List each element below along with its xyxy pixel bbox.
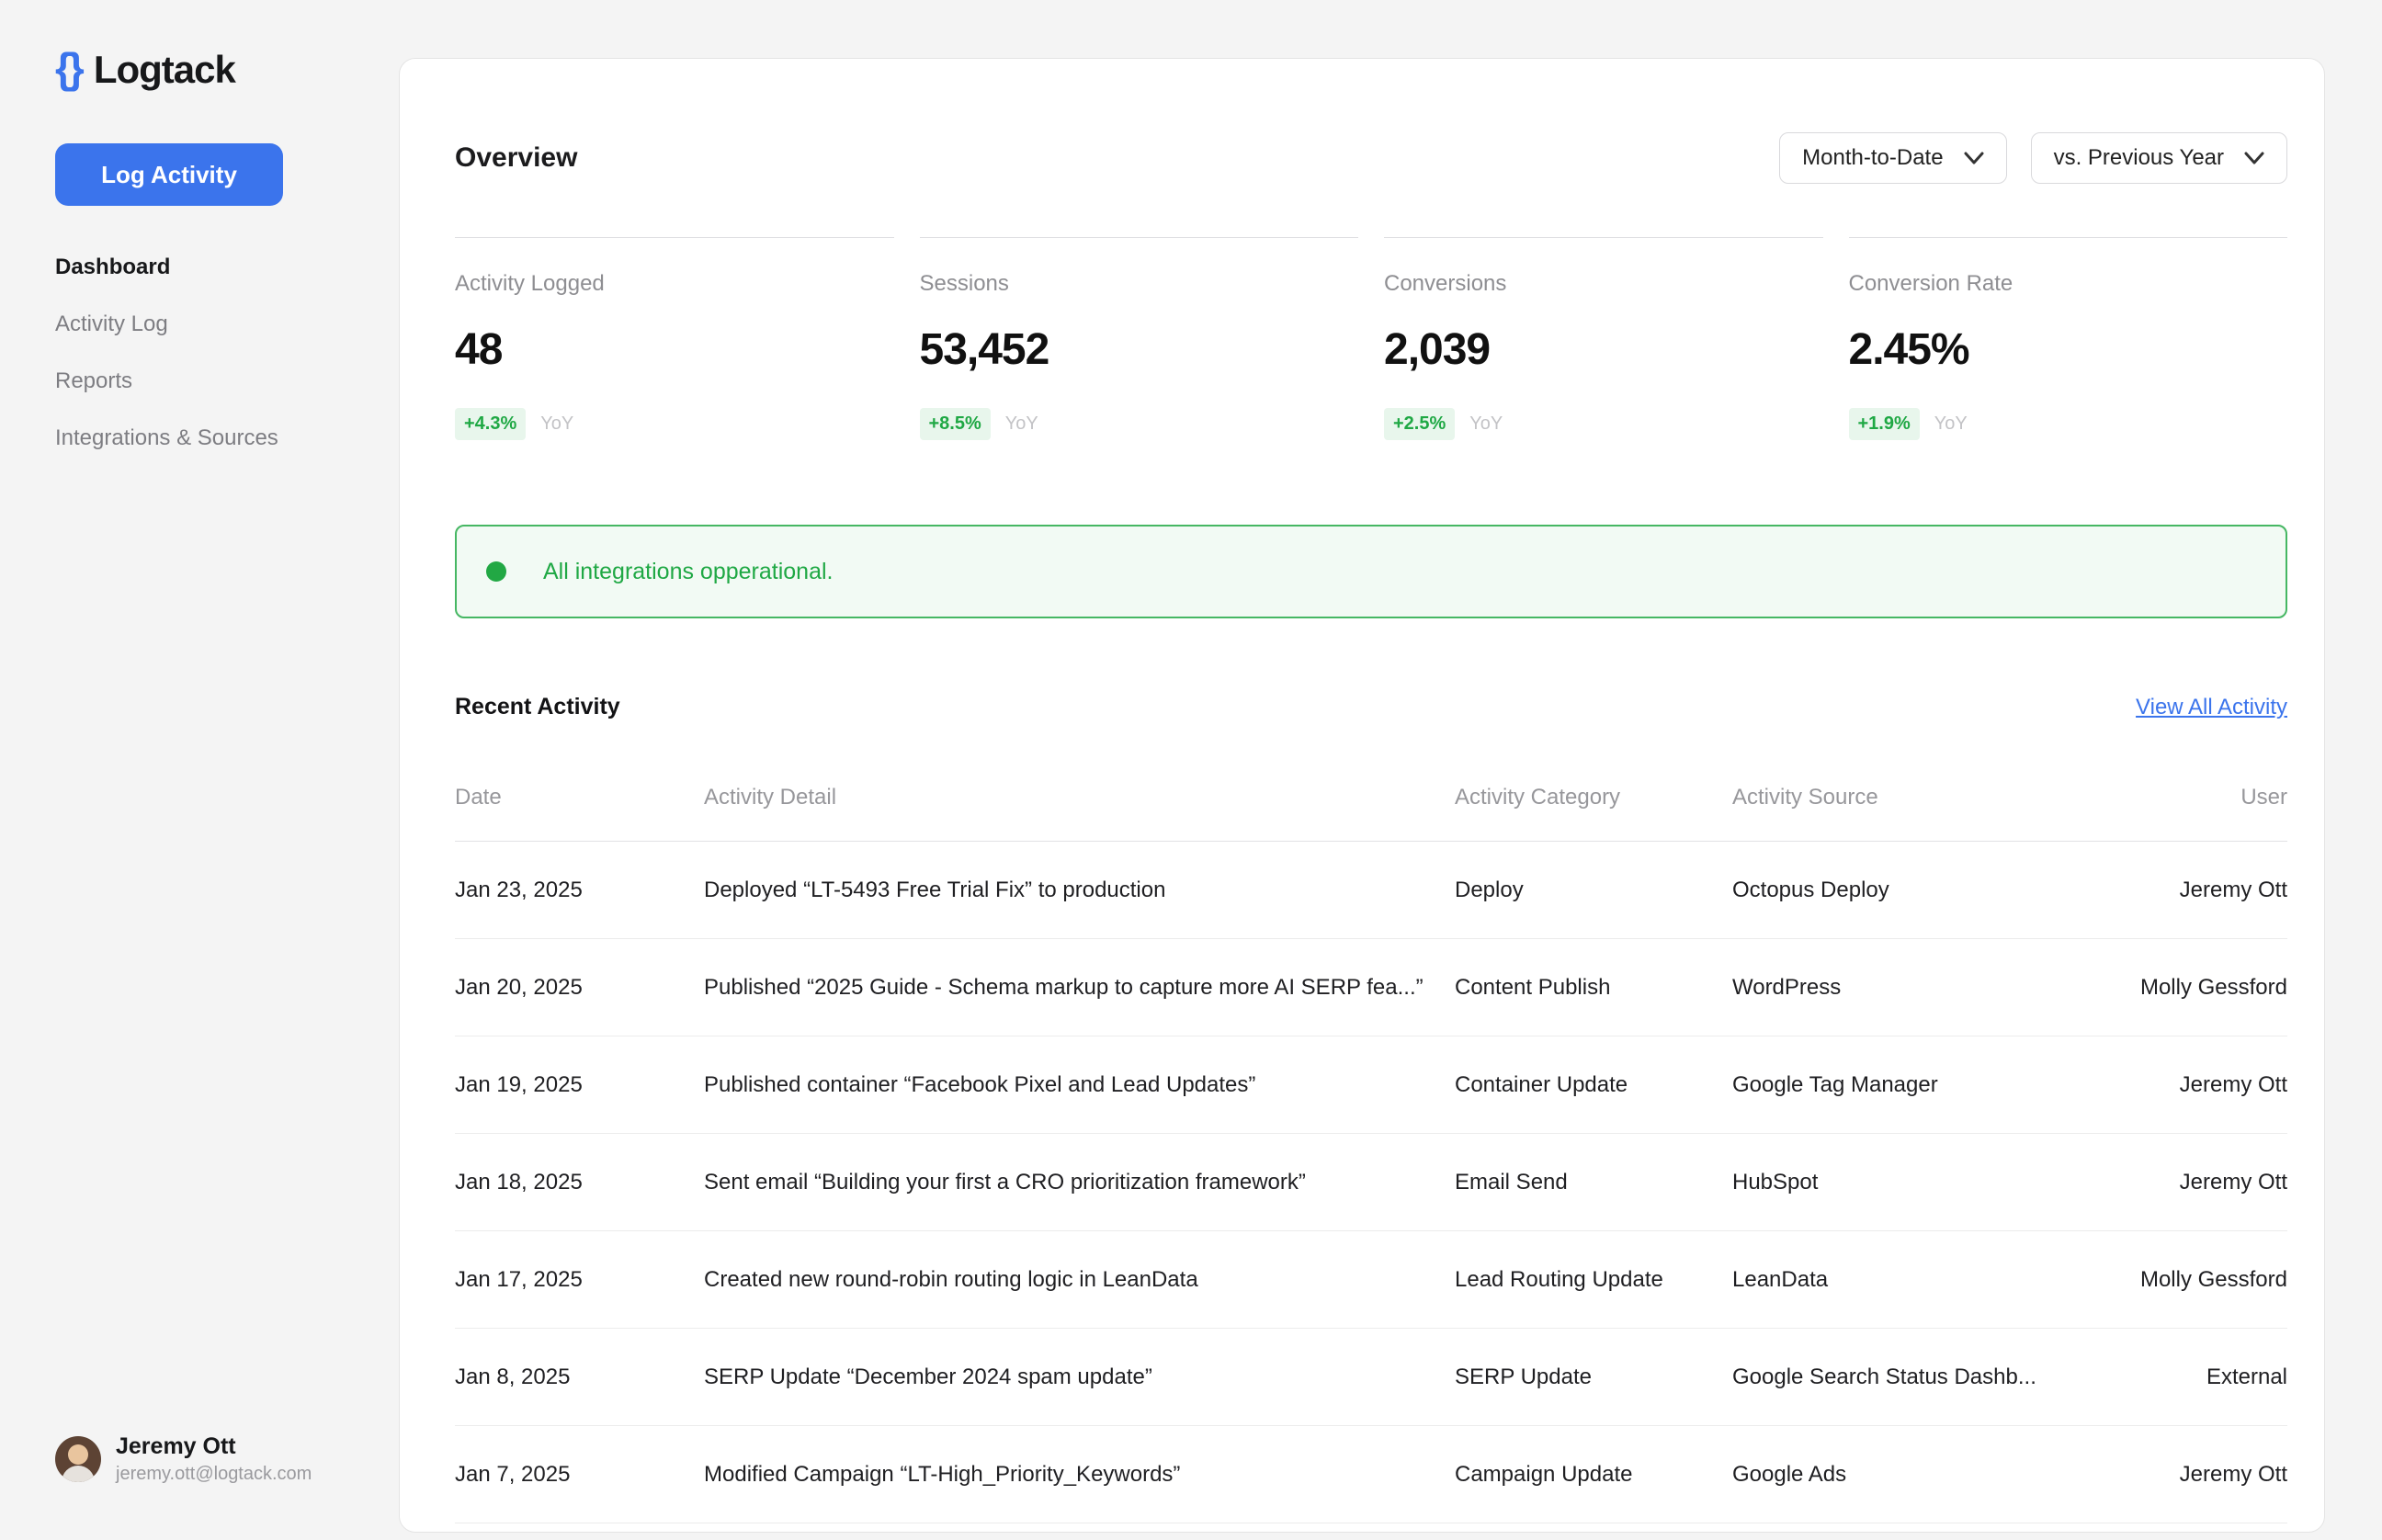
recent-activity-title: Recent Activity bbox=[455, 694, 620, 719]
kpi-sessions: Sessions 53,452 +8.5% YoY bbox=[919, 237, 1358, 440]
col-header-date: Date bbox=[455, 784, 502, 810]
cell-user: Jeremy Ott bbox=[2179, 1071, 2287, 1097]
status-dot-icon bbox=[486, 561, 506, 582]
kpi-value: 48 bbox=[455, 325, 503, 374]
cell-user: Jeremy Ott bbox=[2179, 1169, 2287, 1195]
cell-user: Jeremy Ott bbox=[2179, 877, 2287, 902]
status-text: All integrations opperational. bbox=[543, 558, 834, 584]
logo-text: Logtack bbox=[93, 48, 236, 91]
cell-date: Jan 19, 2025 bbox=[455, 1071, 583, 1097]
col-header-user: User bbox=[2240, 784, 2287, 810]
log-activity-button[interactable]: Log Activity bbox=[55, 143, 283, 206]
kpi-label: Sessions bbox=[919, 271, 1009, 296]
kpi-period: YoY bbox=[1934, 413, 1968, 434]
chevron-down-icon bbox=[1964, 152, 1984, 164]
kpi-conversions: Conversions 2,039 +2.5% YoY bbox=[1384, 237, 1823, 440]
table-row[interactable]: Jan 20, 2025 Published “2025 Guide - Sch… bbox=[455, 939, 2287, 1036]
cell-activity-source: HubSpot bbox=[1732, 1169, 1819, 1195]
cell-activity-category: Email Send bbox=[1455, 1169, 1568, 1195]
cell-activity-category: Deploy bbox=[1455, 877, 1524, 902]
cell-activity-detail: Modified Campaign “LT-High_Priority_Keyw… bbox=[704, 1461, 1181, 1487]
avatar bbox=[55, 1436, 101, 1482]
braces-logo-icon: {} bbox=[55, 44, 85, 92]
cell-activity-category: Container Update bbox=[1455, 1071, 1628, 1097]
table-row[interactable]: Jan 17, 2025 Created new round-robin rou… bbox=[455, 1231, 2287, 1329]
cell-activity-source: Octopus Deploy bbox=[1732, 877, 1889, 902]
chevron-down-icon bbox=[2244, 152, 2264, 164]
kpi-delta-badge: +4.3% bbox=[455, 408, 527, 440]
cell-date: Jan 23, 2025 bbox=[455, 877, 583, 902]
kpi-value: 2,039 bbox=[1384, 325, 1491, 374]
cell-date: Jan 8, 2025 bbox=[455, 1364, 571, 1389]
kpi-activity-logged: Activity Logged 48 +4.3% YoY bbox=[455, 237, 894, 440]
kpi-value: 53,452 bbox=[919, 325, 1050, 374]
cell-activity-detail: Deployed “LT-5493 Free Trial Fix” to pro… bbox=[704, 877, 1166, 902]
sidebar-item-reports[interactable]: Reports bbox=[55, 368, 133, 393]
cell-activity-detail: Published “2025 Guide - Schema markup to… bbox=[704, 974, 1424, 1000]
sidebar-nav: Dashboard Activity Log Reports Integrati… bbox=[55, 239, 344, 467]
cell-activity-source: LeanData bbox=[1732, 1266, 1829, 1292]
cell-activity-detail: Sent email “Building your first a CRO pr… bbox=[704, 1169, 1306, 1195]
user-email: jeremy.ott@logtack.com bbox=[116, 1464, 312, 1484]
kpi-period: YoY bbox=[1004, 413, 1038, 434]
cell-user: Molly Gessford bbox=[2139, 974, 2287, 1000]
page-title: Overview bbox=[455, 142, 578, 173]
kpi-label: Conversion Rate bbox=[1848, 271, 2013, 296]
kpi-row: Activity Logged 48 +4.3% YoY Sessions 53… bbox=[455, 237, 2287, 440]
kpi-label: Conversions bbox=[1384, 271, 1507, 296]
table-row[interactable]: Jan 8, 2025 SERP Update “December 2024 s… bbox=[455, 1329, 2287, 1426]
cell-user: Molly Gessford bbox=[2139, 1266, 2287, 1292]
sidebar-item-integrations-sources[interactable]: Integrations & Sources bbox=[55, 425, 278, 450]
table-row[interactable]: Jan 23, 2025 Deployed “LT-5493 Free Tria… bbox=[455, 842, 2287, 939]
cell-activity-category: Content Publish bbox=[1455, 974, 1611, 1000]
sidebar-item-activity-log[interactable]: Activity Log bbox=[55, 311, 168, 336]
cell-activity-source: Google Ads bbox=[1732, 1461, 1847, 1487]
kpi-label: Activity Logged bbox=[455, 271, 605, 296]
table-header-row: Date Activity Detail Activity Category A… bbox=[455, 753, 2287, 842]
col-header-activity-category: Activity Category bbox=[1455, 784, 1621, 810]
cell-activity-source: WordPress bbox=[1732, 974, 1842, 1000]
recent-activity-table: Date Activity Detail Activity Category A… bbox=[455, 753, 2287, 1523]
view-all-activity-link[interactable]: View All Activity bbox=[2136, 694, 2287, 719]
cell-user: Jeremy Ott bbox=[2179, 1461, 2287, 1487]
cell-date: Jan 7, 2025 bbox=[455, 1461, 571, 1487]
kpi-value: 2.45% bbox=[1848, 325, 1970, 374]
cell-date: Jan 17, 2025 bbox=[455, 1266, 583, 1292]
kpi-period: YoY bbox=[540, 413, 574, 434]
cell-activity-source: Google Search Status Dashb... bbox=[1732, 1364, 2036, 1389]
cell-activity-category: Lead Routing Update bbox=[1455, 1266, 1663, 1292]
kpi-conversion-rate: Conversion Rate 2.45% +1.9% YoY bbox=[1848, 237, 2287, 440]
kpi-delta-badge: +2.5% bbox=[1384, 408, 1456, 440]
integrations-status-banner: All integrations opperational. bbox=[455, 525, 2287, 618]
cell-date: Jan 20, 2025 bbox=[455, 974, 583, 1000]
cell-activity-source: Google Tag Manager bbox=[1732, 1071, 1938, 1097]
cell-date: Jan 18, 2025 bbox=[455, 1169, 583, 1195]
user-name: Jeremy Ott bbox=[116, 1433, 236, 1459]
cell-activity-detail: Published container “Facebook Pixel and … bbox=[704, 1071, 1256, 1097]
sidebar: {} Logtack Log Activity Dashboard Activi… bbox=[0, 0, 399, 1540]
table-row[interactable]: Jan 18, 2025 Sent email “Building your f… bbox=[455, 1134, 2287, 1231]
comparison-dropdown[interactable]: vs. Previous Year bbox=[2030, 132, 2287, 184]
kpi-delta-badge: +1.9% bbox=[1848, 408, 1920, 440]
col-header-activity-source: Activity Source bbox=[1732, 784, 1878, 810]
date-range-value: Month-to-Date bbox=[1802, 145, 1944, 170]
main-content-card: Overview Month-to-Date vs. Previous Year… bbox=[399, 58, 2325, 1533]
cell-activity-detail: SERP Update “December 2024 spam update” bbox=[704, 1364, 1152, 1389]
kpi-delta-badge: +8.5% bbox=[919, 408, 991, 440]
table-row[interactable]: Jan 19, 2025 Published container “Facebo… bbox=[455, 1036, 2287, 1134]
col-header-activity-detail: Activity Detail bbox=[704, 784, 837, 810]
sidebar-item-dashboard[interactable]: Dashboard bbox=[55, 255, 171, 279]
user-profile[interactable]: Jeremy Ott jeremy.ott@logtack.com bbox=[55, 1433, 312, 1485]
comparison-value: vs. Previous Year bbox=[2053, 145, 2224, 170]
table-row[interactable]: Jan 7, 2025 Modified Campaign “LT-High_P… bbox=[455, 1426, 2287, 1523]
logo: {} Logtack bbox=[55, 44, 344, 92]
cell-activity-category: Campaign Update bbox=[1455, 1461, 1633, 1487]
kpi-period: YoY bbox=[1469, 413, 1503, 434]
cell-user: External bbox=[2206, 1364, 2287, 1389]
cell-activity-detail: Created new round-robin routing logic in… bbox=[704, 1266, 1198, 1292]
cell-activity-category: SERP Update bbox=[1455, 1364, 1592, 1389]
date-range-dropdown[interactable]: Month-to-Date bbox=[1779, 132, 2007, 184]
